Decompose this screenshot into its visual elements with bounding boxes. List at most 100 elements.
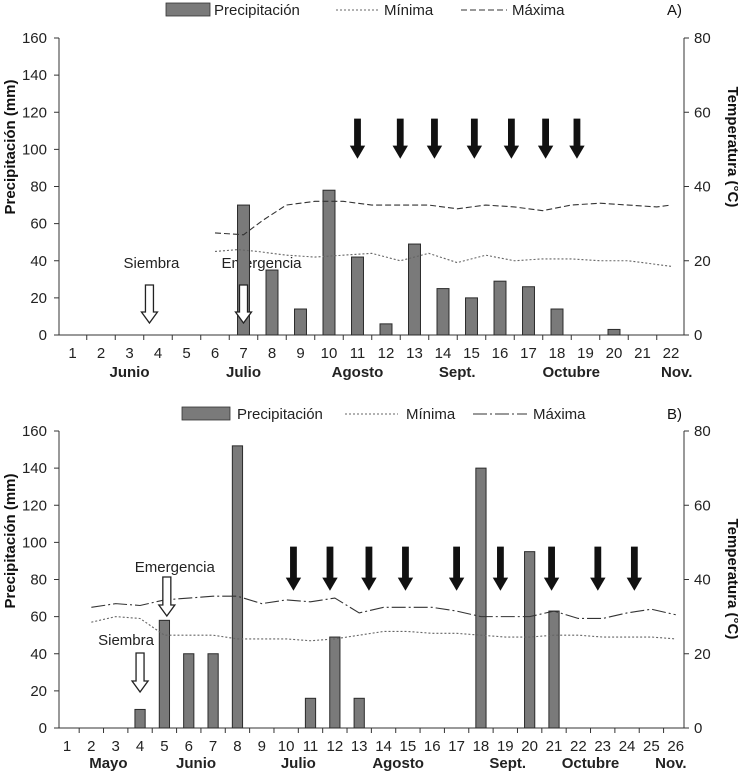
x-tick: 3 bbox=[125, 345, 133, 362]
y-tick-right: 80 bbox=[694, 30, 711, 47]
x-tick: 20 bbox=[606, 345, 623, 362]
annotation-siembra: Siembra bbox=[124, 255, 181, 272]
down-arrow-solid-icon bbox=[626, 546, 643, 591]
down-arrow-hollow-icon bbox=[234, 284, 253, 325]
x-tick: 16 bbox=[492, 345, 509, 362]
y-tick-right: 80 bbox=[694, 423, 711, 440]
precip-bar bbox=[265, 269, 279, 336]
y-tick-right: 20 bbox=[694, 253, 711, 270]
x-tick: 11 bbox=[350, 345, 366, 362]
annotation-emergencia: Emergencia bbox=[221, 255, 302, 272]
precip-bar bbox=[237, 204, 250, 336]
month-label: Julio bbox=[281, 755, 316, 771]
annotations-b: Emergencia Siembra bbox=[98, 559, 215, 649]
down-arrow-solid-icon bbox=[426, 118, 443, 159]
legend-precip-label: Precipitación bbox=[214, 2, 300, 19]
y-tick-left: 40 bbox=[30, 646, 47, 663]
x-tick: 5 bbox=[182, 345, 190, 362]
month-label: Junio bbox=[110, 364, 150, 381]
down-arrow-solid-icon bbox=[503, 118, 520, 159]
x-tick: 18 bbox=[549, 345, 566, 362]
y-ticks-left-b: 0 20 40 60 80 100 120 140 160 bbox=[22, 423, 47, 737]
x-tick: 6 bbox=[185, 738, 193, 755]
precip-bar bbox=[522, 286, 535, 336]
temp-max-line bbox=[214, 200, 672, 236]
y-tick-left: 80 bbox=[30, 179, 47, 196]
legend-precip-swatch bbox=[181, 406, 231, 421]
precip-bar bbox=[465, 297, 478, 336]
x-tick: 18 bbox=[473, 738, 490, 755]
month-label: Nov. bbox=[655, 755, 686, 771]
precip-bar bbox=[436, 288, 450, 336]
y-tick-left: 0 bbox=[39, 720, 47, 737]
x-tick: 26 bbox=[667, 738, 684, 755]
x-tick: 3 bbox=[112, 738, 120, 755]
y-axis-left-title-a: Precipitación (mm) bbox=[2, 79, 19, 214]
down-arrow-solid-icon bbox=[397, 546, 414, 591]
precip-bar bbox=[550, 308, 564, 336]
down-arrow-solid-icon bbox=[543, 546, 560, 591]
down-arrow-hollow-icon bbox=[130, 652, 150, 694]
precip-bar bbox=[475, 467, 487, 729]
x-tick: 10 bbox=[278, 738, 295, 755]
precip-bar bbox=[207, 653, 219, 729]
precip-bar bbox=[351, 256, 364, 336]
precip-bar bbox=[134, 708, 146, 729]
month-label: Mayo bbox=[89, 755, 127, 771]
month-label: Nov. bbox=[661, 364, 692, 381]
down-arrow-solid-icon bbox=[590, 546, 606, 591]
x-tick: 25 bbox=[643, 738, 660, 755]
month-label: Octubre bbox=[562, 755, 620, 771]
x-tick: 11 bbox=[303, 738, 319, 755]
y-tick-left: 20 bbox=[30, 683, 47, 700]
y-tick-right: 40 bbox=[694, 572, 711, 589]
x-tick: 2 bbox=[97, 345, 105, 362]
annotation-siembra: Siembra bbox=[98, 632, 155, 649]
down-arrow-solid-icon bbox=[448, 546, 465, 591]
x-tick: 13 bbox=[351, 738, 368, 755]
x-tick: 22 bbox=[570, 738, 587, 755]
annotation-emergencia: Emergencia bbox=[135, 559, 216, 576]
y-tick-left: 20 bbox=[30, 290, 47, 307]
panel-label-a: A) bbox=[667, 2, 682, 19]
temp-min-line bbox=[91, 616, 676, 642]
precip-bar bbox=[353, 697, 365, 729]
month-label: Agosto bbox=[372, 755, 424, 771]
y-tick-right: 0 bbox=[694, 720, 702, 737]
y-tick-left: 100 bbox=[22, 141, 47, 158]
y-ticks-left-a: 0 20 40 60 80 100 120 140 160 bbox=[22, 30, 47, 344]
precip-bar bbox=[408, 243, 421, 336]
x-tick: 12 bbox=[327, 738, 344, 755]
x-tick: 2 bbox=[87, 738, 95, 755]
x-tick: 19 bbox=[577, 345, 594, 362]
x-tick: 23 bbox=[594, 738, 611, 755]
y-tick-left: 140 bbox=[22, 460, 47, 477]
month-label: Octubre bbox=[542, 364, 600, 381]
down-arrow-solid-icon bbox=[349, 118, 366, 159]
legend-max-label: Máxima bbox=[512, 2, 565, 19]
down-arrow-solid-icon bbox=[285, 546, 302, 591]
y-tick-left: 60 bbox=[30, 609, 47, 626]
down-arrow-solid-icon bbox=[392, 118, 408, 159]
legend-precip-swatch bbox=[165, 2, 211, 17]
x-tick: 20 bbox=[521, 738, 538, 755]
down-arrow-hollow-icon bbox=[157, 576, 177, 618]
x-tick: 10 bbox=[321, 345, 338, 362]
x-tick: 9 bbox=[258, 738, 266, 755]
legend-a: Precipitación Mínima Máxima bbox=[165, 2, 565, 19]
legend-precip-label: Precipitación bbox=[237, 406, 323, 423]
x-tick: 1 bbox=[68, 345, 76, 362]
precip-bar bbox=[183, 653, 195, 729]
panel-label-b: B) bbox=[667, 406, 682, 423]
x-tick: 8 bbox=[268, 345, 276, 362]
x-tick: 15 bbox=[463, 345, 480, 362]
month-label: Julio bbox=[226, 364, 261, 381]
y-ticks-right-b: 0 20 40 60 80 bbox=[694, 423, 711, 737]
x-tick: 15 bbox=[400, 738, 417, 755]
legend-min-label: Mínima bbox=[406, 406, 456, 423]
y-axis-right-title-b: Temperatura (°C) bbox=[724, 519, 738, 640]
precip-bar bbox=[231, 445, 244, 729]
x-tick: 9 bbox=[296, 345, 304, 362]
annotations-a: Siembra Emergencia bbox=[124, 255, 303, 272]
